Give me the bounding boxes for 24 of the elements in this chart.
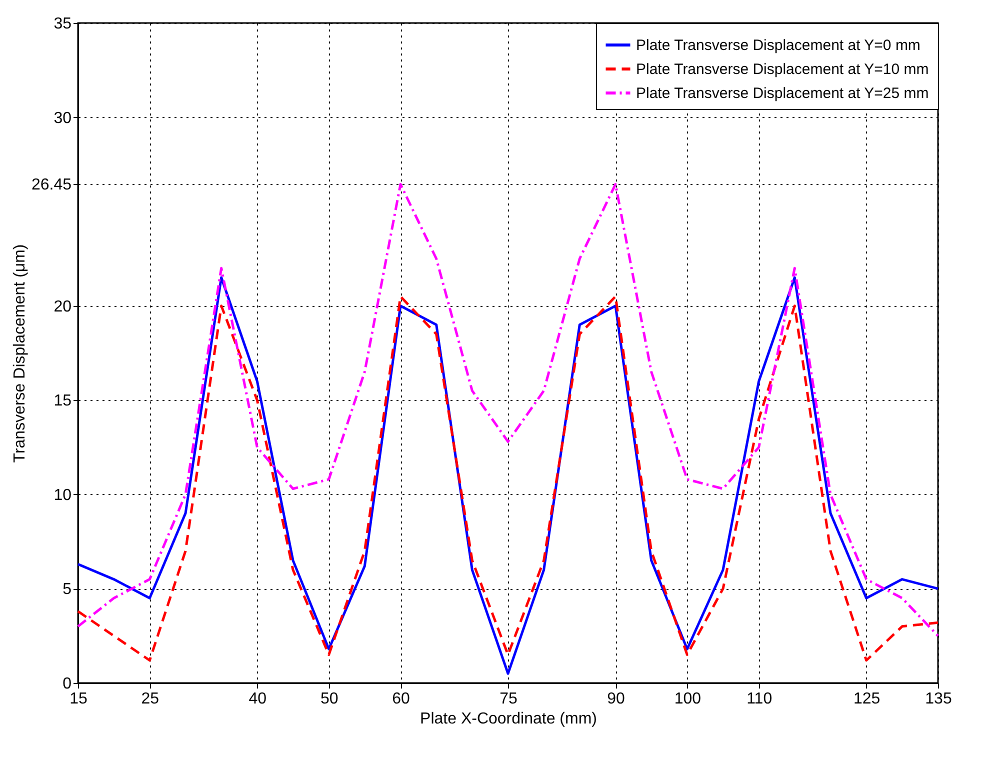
x-tick-label: 125 — [853, 690, 880, 708]
y-tick-label: 0 — [62, 676, 72, 692]
x-tick-label: 60 — [392, 690, 410, 708]
x-tick-label: 50 — [320, 690, 338, 708]
x-tick-label: 75 — [500, 690, 518, 708]
x-tick-label: 40 — [248, 690, 267, 708]
legend-label: Plate Transverse Displacement at Y=25 mm — [636, 85, 929, 102]
x-tick-label: 100 — [674, 690, 702, 708]
x-tick-label: 135 — [925, 690, 952, 708]
legend-label: Plate Transverse Displacement at Y=10 mm — [636, 61, 929, 78]
y-tick-label: 30 — [54, 110, 72, 127]
y-axis-title: Transverse Displacement (μm) — [11, 244, 28, 463]
x-axis-title: Plate X-Coordinate (mm) — [420, 710, 597, 728]
x-tick-label: 25 — [141, 690, 160, 708]
legend-label: Plate Transverse Displacement at Y=0 mm — [636, 37, 920, 54]
y-tick-label: 20 — [54, 298, 72, 316]
line-series — [76, 182, 940, 638]
x-tick-label: 110 — [746, 690, 772, 708]
y-tick-label: 26.45 — [31, 176, 72, 194]
y-tick-label: 35 — [54, 16, 72, 32]
y-tick-label: 15 — [54, 392, 72, 410]
y-tick-label: 10 — [54, 486, 72, 504]
y-tick-label: 5 — [62, 581, 72, 598]
x-tick-label: 90 — [607, 690, 625, 708]
